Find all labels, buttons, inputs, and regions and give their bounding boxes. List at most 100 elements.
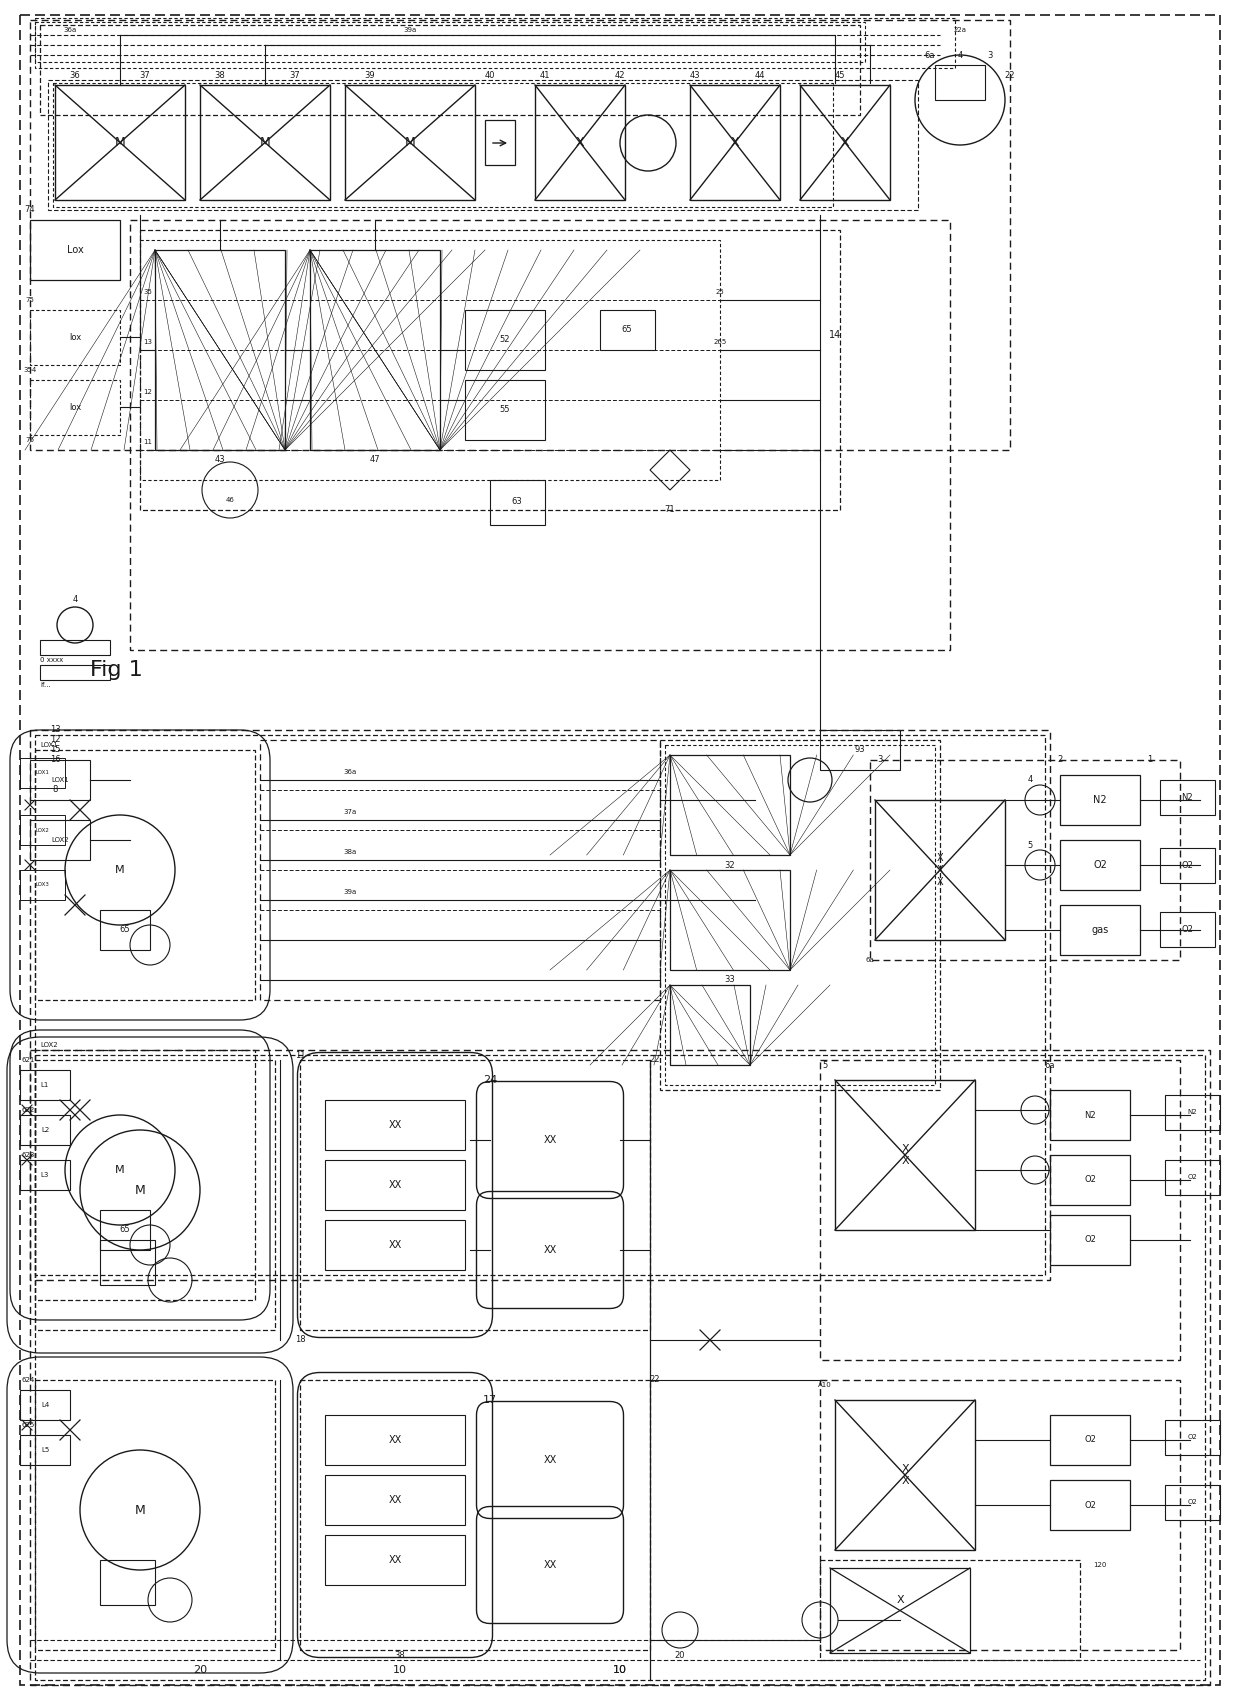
Bar bbox=[100, 910, 150, 951]
Text: 4: 4 bbox=[72, 596, 78, 604]
Text: 10: 10 bbox=[613, 1664, 627, 1675]
Bar bbox=[30, 760, 91, 801]
Text: 38a: 38a bbox=[343, 848, 357, 855]
Bar bbox=[35, 1055, 1205, 1680]
Text: X: X bbox=[897, 1594, 904, 1605]
Bar bbox=[800, 85, 890, 200]
Text: 13: 13 bbox=[144, 340, 153, 345]
Text: 14: 14 bbox=[828, 329, 841, 340]
Text: 20: 20 bbox=[193, 1664, 207, 1675]
Bar bbox=[20, 1115, 69, 1145]
Text: LOX2: LOX2 bbox=[51, 836, 68, 843]
Bar bbox=[1166, 1161, 1220, 1195]
Text: XX: XX bbox=[388, 1436, 402, 1446]
Text: 15: 15 bbox=[50, 746, 61, 754]
Text: 1: 1 bbox=[1147, 756, 1153, 765]
Bar bbox=[30, 819, 91, 860]
Text: O2: O2 bbox=[1084, 1176, 1096, 1185]
Text: O2: O2 bbox=[1187, 1174, 1197, 1180]
Text: X
X: X X bbox=[901, 1465, 909, 1485]
Bar bbox=[660, 741, 940, 1091]
Text: O2: O2 bbox=[1084, 1500, 1096, 1509]
Text: A10: A10 bbox=[818, 1383, 832, 1388]
Text: 354: 354 bbox=[24, 367, 37, 374]
Text: 11: 11 bbox=[295, 1050, 305, 1060]
Text: 45: 45 bbox=[835, 70, 846, 80]
Bar bbox=[20, 1436, 69, 1465]
Bar bbox=[1159, 848, 1215, 883]
Bar bbox=[1166, 1094, 1220, 1130]
Bar bbox=[600, 311, 655, 350]
Text: 265: 265 bbox=[713, 340, 727, 345]
Bar bbox=[1166, 1485, 1220, 1519]
Text: L1: L1 bbox=[41, 1082, 50, 1087]
Bar bbox=[665, 744, 935, 1086]
Bar bbox=[100, 1210, 150, 1250]
Text: 12: 12 bbox=[144, 389, 153, 394]
Text: L5: L5 bbox=[41, 1448, 50, 1453]
Bar bbox=[35, 749, 255, 1000]
Text: 18: 18 bbox=[295, 1335, 305, 1345]
Text: 10: 10 bbox=[393, 1664, 407, 1675]
Text: 0 xxxx: 0 xxxx bbox=[40, 657, 63, 662]
Bar bbox=[820, 1060, 1180, 1360]
Bar bbox=[1050, 1480, 1130, 1529]
Bar bbox=[30, 220, 120, 280]
Text: 43: 43 bbox=[689, 70, 701, 80]
Text: 75: 75 bbox=[26, 297, 35, 304]
Text: X: X bbox=[575, 137, 584, 150]
Bar bbox=[490, 480, 546, 526]
Text: 120: 120 bbox=[1094, 1562, 1106, 1569]
Bar bbox=[1050, 1091, 1130, 1140]
Text: N2: N2 bbox=[1187, 1110, 1197, 1115]
Bar bbox=[40, 640, 110, 655]
Text: 13: 13 bbox=[50, 725, 61, 734]
Text: XX: XX bbox=[388, 1120, 402, 1130]
Text: Lox: Lox bbox=[67, 246, 83, 254]
Text: 32: 32 bbox=[724, 860, 735, 869]
Text: O2: O2 bbox=[1084, 1236, 1096, 1244]
Text: 22a: 22a bbox=[954, 27, 966, 32]
Text: 625: 625 bbox=[21, 1422, 35, 1429]
Text: XX: XX bbox=[388, 1239, 402, 1250]
Text: 46: 46 bbox=[226, 497, 234, 504]
Text: 8: 8 bbox=[52, 785, 58, 794]
Text: LOX3: LOX3 bbox=[35, 883, 48, 888]
Text: N2: N2 bbox=[1094, 795, 1107, 806]
Bar bbox=[820, 1560, 1080, 1659]
Bar bbox=[200, 85, 330, 200]
Text: O2: O2 bbox=[1180, 925, 1193, 934]
Text: 5: 5 bbox=[822, 1060, 827, 1070]
Text: 35: 35 bbox=[144, 288, 153, 295]
Text: 4: 4 bbox=[957, 51, 962, 60]
Text: 37a: 37a bbox=[343, 809, 357, 814]
Bar bbox=[1050, 1156, 1130, 1205]
Bar bbox=[40, 26, 861, 114]
Text: 622: 622 bbox=[21, 1108, 35, 1113]
Text: M: M bbox=[114, 137, 125, 150]
Text: X: X bbox=[841, 137, 849, 150]
Text: 3: 3 bbox=[987, 51, 993, 60]
Bar bbox=[40, 666, 110, 679]
Text: M: M bbox=[115, 865, 125, 876]
Bar bbox=[345, 85, 475, 200]
Text: XX: XX bbox=[388, 1555, 402, 1565]
Bar bbox=[35, 1379, 275, 1651]
Bar bbox=[30, 20, 1011, 451]
Text: 36: 36 bbox=[69, 70, 81, 80]
Text: 22: 22 bbox=[1004, 70, 1016, 80]
Text: M: M bbox=[135, 1504, 145, 1516]
Text: LOX2: LOX2 bbox=[35, 828, 48, 833]
Text: XX: XX bbox=[543, 1244, 557, 1255]
Text: LOX1: LOX1 bbox=[35, 770, 48, 775]
Bar bbox=[20, 1161, 69, 1190]
Bar bbox=[835, 1400, 975, 1550]
Bar bbox=[465, 381, 546, 440]
Bar bbox=[689, 85, 780, 200]
Bar bbox=[1060, 775, 1140, 824]
Text: X: X bbox=[730, 137, 739, 150]
Text: O2: O2 bbox=[1094, 860, 1107, 871]
Text: lox: lox bbox=[69, 333, 81, 341]
Text: XX: XX bbox=[543, 1454, 557, 1465]
Text: 20: 20 bbox=[675, 1651, 686, 1659]
